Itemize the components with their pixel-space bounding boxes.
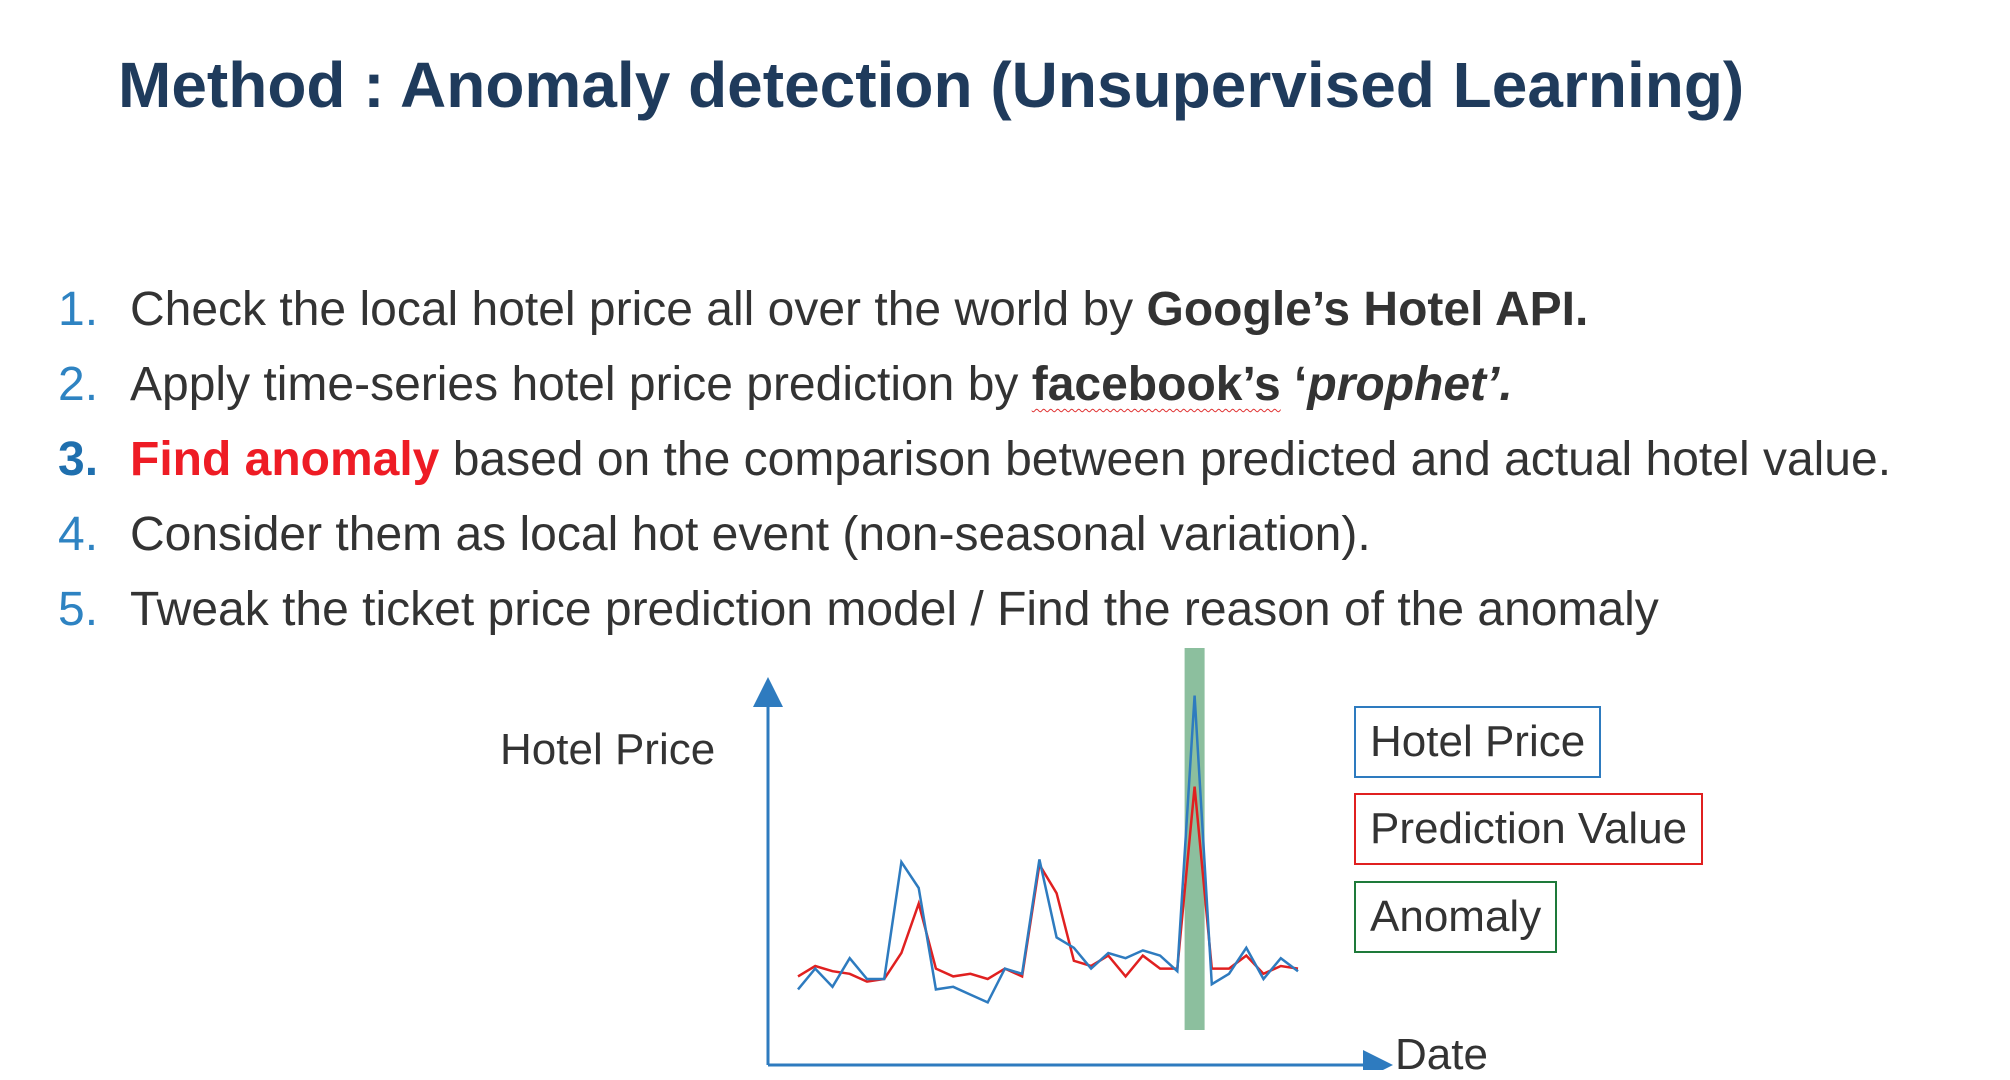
series-line-hotel-price bbox=[797, 695, 1299, 1005]
slide-title: Method : Anomaly detection (Unsupervised… bbox=[118, 49, 1745, 121]
y-axis-label: Hotel Price bbox=[500, 725, 716, 774]
step-number: 4. bbox=[58, 508, 99, 561]
series-line-prediction-value bbox=[797, 786, 1299, 983]
step-quote: ‘ bbox=[1280, 358, 1308, 411]
legend-hotel-price: Hotel Price bbox=[1354, 706, 1602, 778]
legend-prediction-value: Prediction Value bbox=[1354, 793, 1704, 865]
legend-anomaly: Anomaly bbox=[1354, 881, 1558, 953]
step-number: 2. bbox=[58, 358, 99, 411]
step-text: Check the local hotel price all over the… bbox=[130, 283, 1147, 336]
step-number: 1. bbox=[58, 283, 99, 336]
step-number: 3. bbox=[58, 433, 99, 486]
step-bold-text: Google’s Hotel API. bbox=[1146, 283, 1589, 336]
step-text: Tweak the ticket price prediction model … bbox=[130, 583, 1659, 636]
step-text: Consider them as local hot event (non-se… bbox=[130, 508, 1371, 561]
anomaly-band bbox=[1184, 648, 1205, 1030]
step-text: Apply time-series hotel price prediction… bbox=[130, 358, 1032, 411]
step-number: 5. bbox=[58, 583, 99, 636]
step-text: based on the comparison between predicte… bbox=[439, 433, 1892, 486]
step-highlight-text: Find anomaly bbox=[130, 433, 440, 486]
step-italic-text: prophet’. bbox=[1307, 358, 1513, 411]
step-bold-text: facebook’s bbox=[1031, 358, 1281, 411]
